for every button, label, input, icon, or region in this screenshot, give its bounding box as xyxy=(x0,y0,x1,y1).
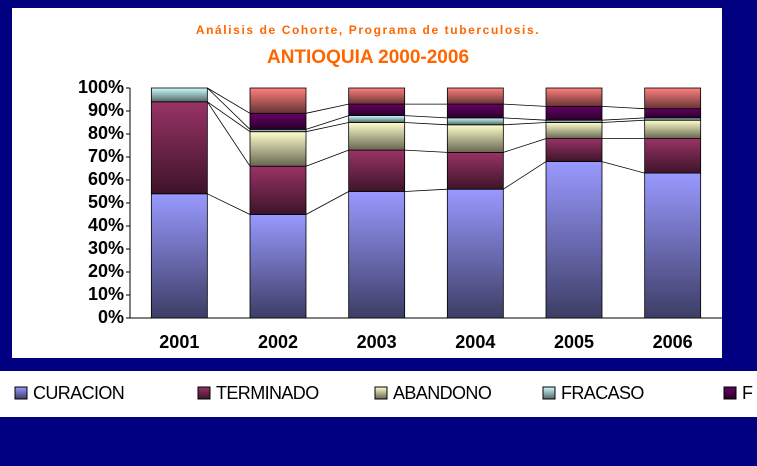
legend-swatch xyxy=(374,386,388,400)
bar-segment xyxy=(348,87,406,105)
bar-segment xyxy=(249,214,307,319)
bar-segment xyxy=(348,191,406,319)
bar-segment xyxy=(348,115,406,123)
bar-segment xyxy=(644,87,702,110)
y-tick-label: 10% xyxy=(88,284,124,304)
legend-label: F xyxy=(742,383,753,403)
legend-label: FRACASO xyxy=(561,383,644,403)
bar-segment xyxy=(249,87,307,114)
bar-segment xyxy=(348,103,406,116)
series-line xyxy=(305,103,349,114)
series-line xyxy=(305,115,349,130)
series-line xyxy=(601,117,645,121)
bar-segment xyxy=(150,101,208,195)
bar-segment xyxy=(446,151,504,190)
legend-label: ABANDONO xyxy=(393,383,492,403)
bar-segment xyxy=(446,103,504,119)
bar-segment xyxy=(545,87,603,107)
legend-label: CURACION xyxy=(33,383,124,403)
bar-segment xyxy=(249,112,307,130)
y-tick-label: 20% xyxy=(88,261,124,281)
series-line xyxy=(404,115,448,119)
y-tick-label: 30% xyxy=(88,238,124,258)
bar-segment xyxy=(644,172,702,319)
y-tick-label: 90% xyxy=(88,100,124,120)
legend-swatch xyxy=(14,386,28,400)
series-line xyxy=(207,87,251,130)
y-tick-label: 80% xyxy=(88,123,124,143)
chart-subtitle: ANTIOQUIA 2000-2006 xyxy=(267,47,469,68)
y-tick-label: 100% xyxy=(78,77,124,97)
bar-segment xyxy=(150,193,208,319)
series-line xyxy=(404,188,448,192)
series-line xyxy=(305,149,349,167)
y-tick-label: 60% xyxy=(88,169,124,189)
bar-segment xyxy=(545,106,603,121)
series-line xyxy=(207,193,251,215)
bar-segment xyxy=(545,138,603,163)
legend-swatch xyxy=(723,386,737,400)
legend: CURACION TERMINADO ABANDONO FRACASO F xyxy=(14,383,754,403)
series-line xyxy=(503,103,547,107)
series-line xyxy=(503,138,547,153)
series-line xyxy=(207,87,251,114)
bar-segment xyxy=(348,149,406,192)
series-line xyxy=(601,161,645,174)
bar-segment xyxy=(446,188,504,319)
bar-segment xyxy=(644,138,702,174)
legend-swatch xyxy=(197,386,211,400)
series-line xyxy=(305,191,349,215)
x-tick-label: 2001 xyxy=(159,332,199,352)
bar-segment xyxy=(644,108,702,119)
y-tick-label: 40% xyxy=(88,215,124,235)
bar-segment xyxy=(348,122,406,151)
series-line xyxy=(503,117,547,121)
x-tick-label: 2002 xyxy=(258,332,298,352)
bar-segment xyxy=(446,87,504,105)
series-line xyxy=(601,119,645,123)
y-tick-label: 50% xyxy=(88,192,124,212)
bar-segment xyxy=(249,165,307,215)
chart-title: Análisis de Cohorte, Programa de tubercu… xyxy=(196,23,540,37)
x-tick-label: 2003 xyxy=(357,332,397,352)
bar-segment xyxy=(545,161,603,319)
y-tick-label: 70% xyxy=(88,146,124,166)
series-line xyxy=(305,122,349,133)
bar-segment xyxy=(150,87,208,103)
series-line xyxy=(503,161,547,190)
series-line xyxy=(503,122,547,126)
bar-segment xyxy=(446,117,504,126)
x-tick-label: 2005 xyxy=(554,332,594,352)
series-line xyxy=(404,122,448,126)
x-tick-label: 2004 xyxy=(455,332,495,352)
x-tick-label: 2006 xyxy=(653,332,693,352)
legend-swatch xyxy=(542,386,556,400)
series-line xyxy=(206,101,251,167)
y-tick-label: 0% xyxy=(98,307,124,327)
series-line xyxy=(404,149,448,153)
legend-label: TERMINADO xyxy=(216,383,319,403)
bar-segment xyxy=(545,122,603,140)
bar-segment xyxy=(446,124,504,153)
series-line xyxy=(601,106,645,110)
series-line xyxy=(207,101,251,133)
bar-segment xyxy=(249,131,307,167)
bar-segment xyxy=(644,119,702,139)
